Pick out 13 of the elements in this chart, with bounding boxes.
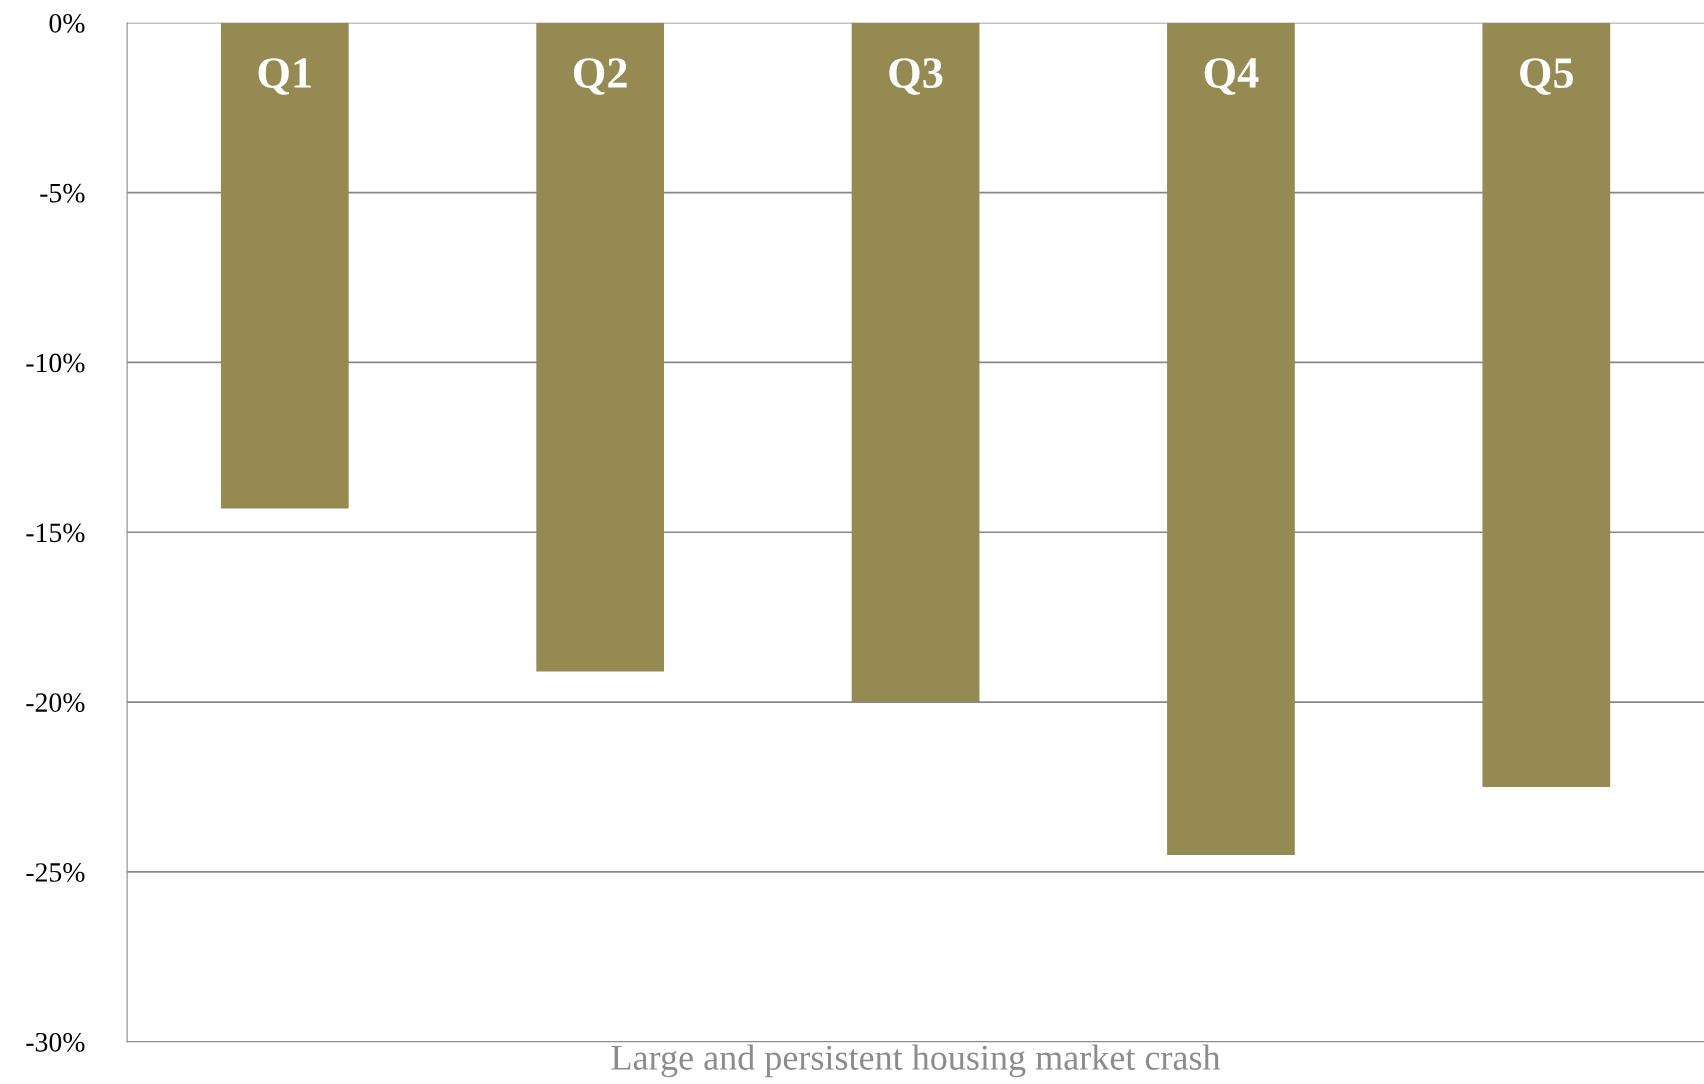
y-tick-label: -30% (26, 1032, 85, 1052)
y-tick-label: -5% (40, 183, 85, 203)
y-tick-label: -10% (26, 353, 85, 373)
y-tick-label: -20% (26, 693, 85, 713)
x-tick-label: Q5 (1520, 58, 1574, 95)
y-tick-label: 0% (49, 13, 85, 33)
y-tick-label: -25% (26, 863, 85, 882)
x-tick-label: Q4 (1204, 58, 1259, 95)
x-axis-title: Large and persistent housing market crash (611, 1044, 1221, 1078)
y-tick-label: -15% (26, 523, 85, 543)
x-tick-label: Q3 (889, 58, 943, 95)
x-tick-label: Q2 (573, 58, 627, 95)
x-tick-label: Q1 (258, 58, 311, 95)
